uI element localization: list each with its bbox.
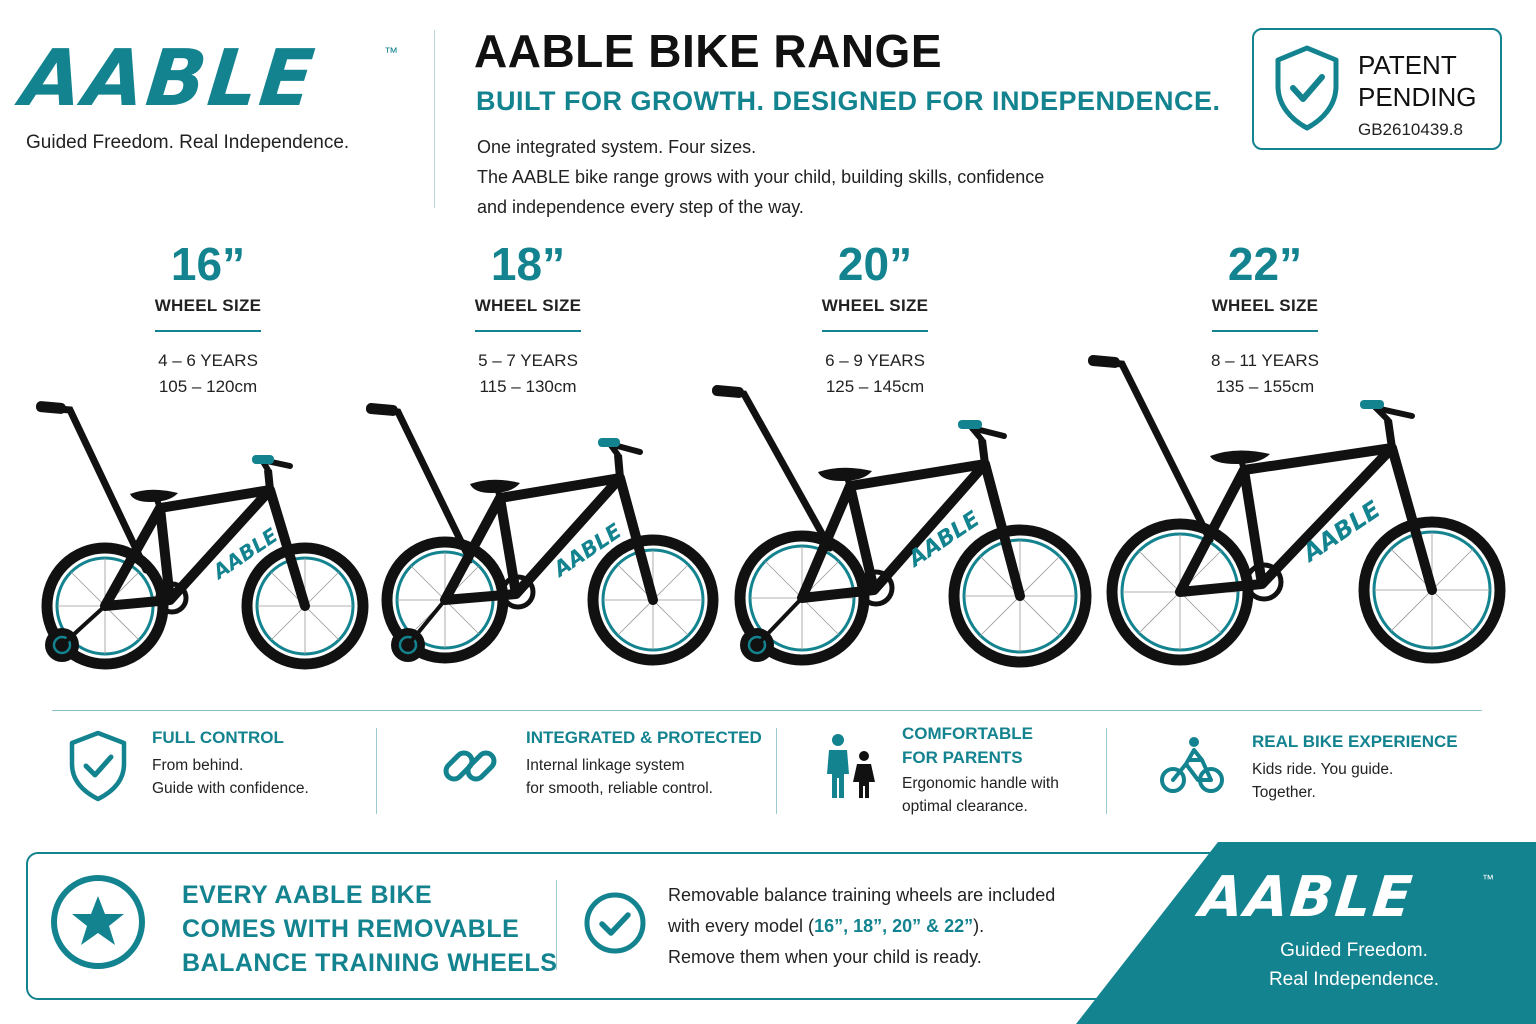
size-column-16: 16” WHEEL SIZE 4 – 6 YEARS 105 – 120cm	[98, 236, 318, 400]
feature-line: Ergonomic handle with	[902, 775, 1059, 792]
feature-full-control: FULL CONTROL From behind. Guide with con…	[152, 726, 309, 818]
wheel-size-label: WHEEL SIZE	[1211, 296, 1319, 315]
feature-line: Guide with confidence.	[152, 780, 309, 797]
model-sizes: 16”, 18”, 20” & 22”	[814, 916, 974, 936]
bike-18-inch: AABLE	[365, 403, 719, 666]
feature-title: INTEGRATED & PROTECTED	[526, 728, 762, 747]
features-top-rule	[52, 710, 1482, 711]
heading-line: EVERY AABLE BIKE	[182, 881, 433, 909]
age-range: 6 – 9 YEARS	[825, 351, 925, 370]
check-circle-icon	[584, 892, 646, 954]
feature-text: From behind. Guide with confidence.	[152, 754, 309, 800]
brand-tagline-footer: Guided Freedom. Real Independence.	[1236, 936, 1472, 994]
text-segment: with every model (	[668, 916, 815, 936]
description-line: The AABLE bike range grows with your chi…	[477, 167, 1045, 187]
parent-child-icon	[827, 734, 875, 798]
feature-divider	[776, 728, 777, 814]
bike-22-inch: AABLE	[1087, 355, 1506, 666]
size-column-22: 22” WHEEL SIZE 8 – 11 YEARS 135 – 155cm	[1155, 236, 1375, 400]
feature-line: Kids ride. You guide.	[1252, 761, 1394, 778]
patent-badge: PATENT PENDING GB2610439.8	[1252, 28, 1502, 150]
brand-panel	[1076, 842, 1536, 1024]
feature-line: for smooth, reliable control.	[526, 780, 713, 797]
bike-range-illustration: AABLE AABLE	[35, 355, 1506, 670]
feature-text: Internal linkage system for smooth, reli…	[526, 754, 762, 800]
brand-tm-footer: ™	[1482, 872, 1494, 886]
header-divider	[434, 30, 435, 208]
star-badge-icon	[51, 875, 145, 969]
size-column-20: 20” WHEEL SIZE 6 – 9 YEARS 125 – 145cm	[765, 236, 985, 400]
page-title: AABLE BIKE RANGE	[474, 25, 943, 77]
bike-16-inch: AABLE	[35, 401, 369, 670]
wheel-size-value: 18”	[490, 238, 566, 290]
cyclist-icon	[1160, 737, 1224, 793]
heading-line: COMES WITH REMOVABLE	[182, 915, 520, 943]
feature-text: Kids ride. You guide. Together.	[1252, 758, 1458, 804]
feature-integrated-protected: INTEGRATED & PROTECTED Internal linkage …	[526, 726, 762, 818]
height-range: 125 – 145cm	[825, 377, 925, 396]
patent-number: GB2610439.8	[1358, 120, 1463, 139]
training-wheels-text: Removable balance training wheels are in…	[668, 880, 1055, 973]
feature-real-bike-experience: REAL BIKE EXPERIENCE Kids ride. You guid…	[1252, 730, 1458, 822]
text-line: Remove them when your child is ready.	[668, 947, 982, 967]
wheel-size-value: 22”	[1227, 238, 1303, 290]
size-underline	[822, 330, 928, 332]
tagline-line: Real Independence.	[1268, 969, 1440, 990]
feature-title: COMFORTABLE	[902, 724, 1033, 743]
shield-check-icon	[1275, 45, 1339, 131]
text-line: Removable balance training wheels are in…	[668, 885, 1056, 905]
feature-comfortable-for-parents: COMFORTABLE FOR PARENTS Ergonomic handle…	[902, 722, 1059, 815]
size-underline	[1212, 330, 1318, 332]
text-segment: ).	[973, 916, 985, 936]
height-range: 135 – 155cm	[1215, 377, 1315, 396]
brand-logo-footer: AABLE	[1196, 865, 1417, 930]
shield-check-icon	[69, 730, 127, 802]
size-underline	[155, 330, 261, 332]
chain-link-icon	[443, 750, 497, 782]
wheel-size-value: 20”	[837, 238, 913, 290]
feature-line: optimal clearance.	[902, 798, 1028, 815]
patent-line2: PENDING	[1358, 82, 1477, 112]
size-column-18: 18” WHEEL SIZE 5 – 7 YEARS 115 – 130cm	[418, 236, 638, 400]
brand-tagline: Guided Freedom. Real Independence.	[26, 132, 350, 153]
patent-line1: PATENT	[1358, 50, 1457, 80]
wheel-size-label: WHEEL SIZE	[154, 296, 262, 315]
bottom-divider	[556, 880, 557, 970]
feature-divider	[1106, 728, 1107, 814]
age-range: 4 – 6 YEARS	[158, 351, 258, 370]
feature-text: Ergonomic handle with optimal clearance.	[902, 772, 1059, 818]
page-subtitle: BUILT FOR GROWTH. DESIGNED FOR INDEPENDE…	[476, 86, 1221, 116]
wheel-size-label: WHEEL SIZE	[821, 296, 929, 315]
brand-tm: ™	[384, 44, 398, 60]
tagline-line: Guided Freedom.	[1280, 940, 1428, 961]
feature-line: Internal linkage system	[526, 757, 685, 774]
feature-title: FOR PARENTS	[902, 748, 1023, 767]
page-description: One integrated system. Four sizes. The A…	[477, 132, 1117, 222]
feature-line: Together.	[1252, 784, 1316, 801]
feature-title: FULL CONTROL	[152, 728, 284, 747]
age-range: 5 – 7 YEARS	[478, 351, 578, 370]
bike-20-inch: AABLE	[711, 385, 1092, 668]
feature-line: From behind.	[152, 757, 244, 774]
heading-line: BALANCE TRAINING WHEELS	[182, 949, 558, 977]
height-range: 105 – 120cm	[158, 377, 258, 396]
description-line: and independence every step of the way.	[477, 197, 804, 217]
wheel-size-label: WHEEL SIZE	[474, 296, 582, 315]
training-wheels-heading: EVERY AABLE BIKE COMES WITH REMOVABLE BA…	[182, 878, 557, 980]
height-range: 115 – 130cm	[479, 377, 577, 396]
description-line: One integrated system. Four sizes.	[477, 137, 757, 157]
wheel-size-value: 16”	[170, 238, 246, 290]
size-underline	[475, 330, 581, 332]
feature-divider	[376, 728, 377, 814]
brand-logo: AABLE	[17, 34, 320, 124]
age-range: 8 – 11 YEARS	[1210, 351, 1320, 370]
feature-title: REAL BIKE EXPERIENCE	[1252, 732, 1458, 751]
brand-logo-block: AABLE ™ Guided Freedom. Real Independenc…	[17, 34, 412, 153]
text-line: with every model (16”, 18”, 20” & 22”).	[668, 911, 1055, 942]
